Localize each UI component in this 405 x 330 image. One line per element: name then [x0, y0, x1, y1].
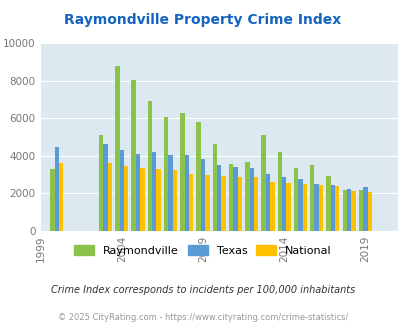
Bar	[164, 117, 168, 231]
Bar	[124, 166, 128, 231]
Bar	[281, 178, 286, 231]
Bar	[293, 168, 298, 231]
Bar	[358, 190, 362, 231]
Bar	[99, 135, 103, 231]
Bar	[200, 159, 205, 231]
Bar	[302, 184, 306, 231]
Bar	[237, 178, 241, 231]
Bar	[147, 101, 152, 231]
Bar	[350, 191, 355, 231]
Bar	[103, 144, 107, 231]
Bar	[205, 175, 209, 231]
Bar	[362, 187, 367, 231]
Bar	[50, 169, 55, 231]
Bar	[221, 176, 225, 231]
Bar	[196, 122, 200, 231]
Bar	[156, 169, 160, 231]
Bar	[140, 168, 144, 231]
Bar	[367, 192, 371, 231]
Bar	[298, 179, 302, 231]
Legend: Raymondville, Texas, National: Raymondville, Texas, National	[70, 241, 335, 260]
Bar	[342, 190, 346, 231]
Bar	[212, 144, 217, 231]
Bar	[55, 147, 59, 231]
Bar	[330, 185, 334, 231]
Bar	[188, 174, 193, 231]
Bar	[152, 152, 156, 231]
Bar	[245, 162, 249, 231]
Text: Crime Index corresponds to incidents per 100,000 inhabitants: Crime Index corresponds to incidents per…	[51, 285, 354, 295]
Bar	[261, 135, 265, 231]
Bar	[136, 154, 140, 231]
Bar	[249, 168, 253, 231]
Bar	[314, 184, 318, 231]
Bar	[346, 189, 350, 231]
Bar	[59, 163, 63, 231]
Bar	[217, 165, 221, 231]
Bar	[119, 150, 124, 231]
Bar	[115, 66, 119, 231]
Bar	[172, 170, 177, 231]
Bar	[184, 155, 188, 231]
Bar	[233, 167, 237, 231]
Bar	[269, 182, 274, 231]
Text: Raymondville Property Crime Index: Raymondville Property Crime Index	[64, 13, 341, 27]
Bar	[326, 176, 330, 231]
Text: © 2025 CityRating.com - https://www.cityrating.com/crime-statistics/: © 2025 CityRating.com - https://www.city…	[58, 314, 347, 322]
Bar	[309, 165, 314, 231]
Bar	[286, 183, 290, 231]
Bar	[180, 114, 184, 231]
Bar	[277, 152, 281, 231]
Bar	[318, 185, 322, 231]
Bar	[131, 80, 136, 231]
Bar	[253, 178, 258, 231]
Bar	[168, 155, 172, 231]
Bar	[265, 174, 269, 231]
Bar	[228, 164, 233, 231]
Bar	[107, 163, 112, 231]
Bar	[334, 186, 339, 231]
